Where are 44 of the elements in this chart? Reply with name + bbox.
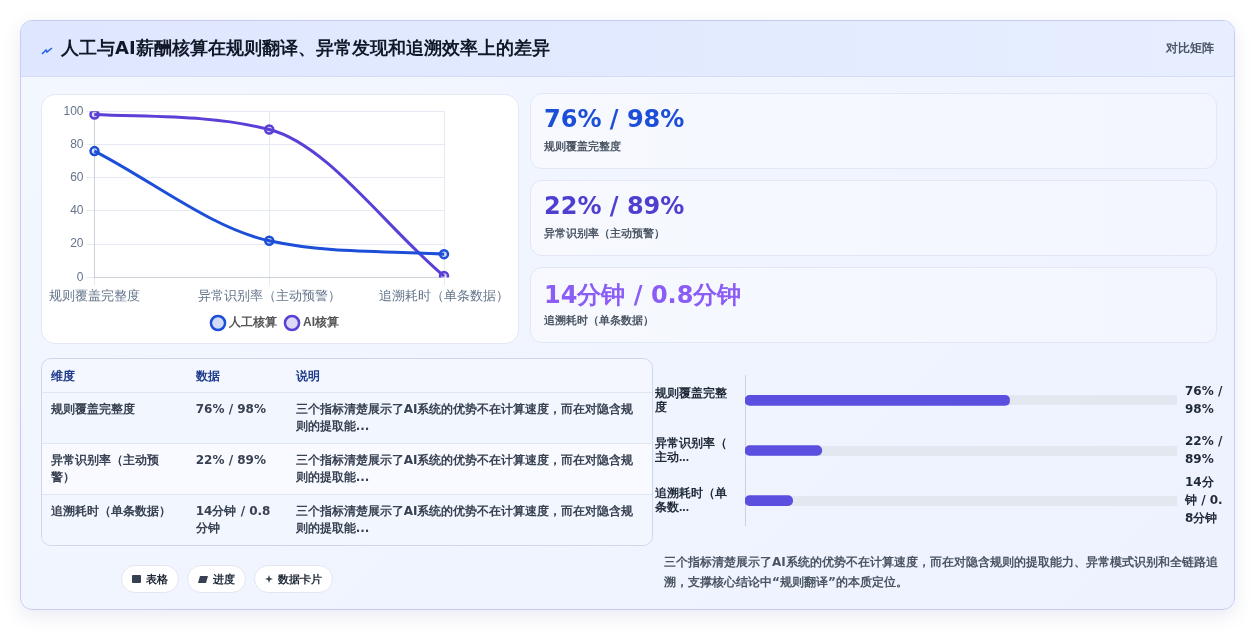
y-tick-label: 20: [70, 236, 84, 251]
y-tick-label: 追溯耗时（单条数...: [654, 485, 727, 515]
y-tick-label: 规则覆盖完整度: [654, 385, 728, 414]
text: 对比矩阵: [1166, 40, 1214, 57]
category-label: 维度: [50, 368, 76, 385]
text: 数据卡片: [278, 571, 322, 587]
text: 14分钟 / 0.8分钟: [1184, 474, 1223, 525]
category-label: 说明: [294, 368, 321, 385]
text: 14分钟 / 0.8分钟: [194, 503, 272, 537]
y-tick-label: 60: [70, 169, 84, 184]
point: [438, 248, 450, 260]
text: 规则覆盖完整度: [50, 401, 136, 418]
text: 异常识别率（主动预警）: [50, 452, 160, 486]
y-tick-label: 0: [76, 269, 84, 284]
y-tick-label: 80: [70, 136, 84, 151]
text: 追溯耗时（单条数据）: [544, 313, 654, 328]
legend-label: AI核算: [303, 315, 339, 330]
text: 追溯耗时（单条数据）: [50, 503, 172, 520]
text: 进度: [213, 571, 235, 587]
text: 表格: [146, 571, 168, 587]
legend-label: 人工核算: [228, 315, 277, 330]
category-label: 数据: [194, 368, 221, 385]
point: [264, 235, 275, 247]
y-tick-label: 异常识别率（主动...: [654, 435, 727, 465]
text: 三个指标清楚展示了AI系统的优势不在计算速度，而在对隐含规则的提取能力、异常模式识别和全链路追溯，支撑核心结论中“规则翻译”的本质定位。: [664, 554, 1219, 591]
text: 规则覆盖完整度: [544, 139, 621, 154]
x-tick-label: 追溯耗时（单条数据）: [379, 287, 509, 303]
text: 76% / 98%: [194, 401, 267, 418]
y-tick-label: 100: [63, 103, 84, 118]
text: 三个指标清楚展示了AI系统的优势不在计算速度，而在对隐含规则的提取能...: [294, 452, 635, 486]
text: 22% / 89%: [544, 192, 685, 220]
y-tick-label: 40: [70, 203, 84, 218]
text: 异常识别率（主动预警）: [544, 226, 665, 241]
x-tick-label: 异常识别率（主动预警）: [197, 287, 341, 303]
text: 人工与AI薪酬核算在规则翻译、异常发现和追溯效率上的差异: [61, 36, 550, 60]
text: 22% / 89%: [194, 452, 267, 469]
point: [264, 124, 275, 135]
text: 14分钟 / 0.8分钟: [544, 280, 742, 311]
text: 三个指标清楚展示了AI系统的优势不在计算速度，而在对隐含规则的提取能...: [294, 401, 635, 435]
x-tick-label: 规则覆盖完整度: [49, 287, 140, 303]
text: 22% / 89%: [1185, 433, 1223, 466]
text: 76% / 98%: [1185, 383, 1223, 416]
text: 三个指标清楚展示了AI系统的优势不在计算速度，而在对隐含规则的提取能...: [294, 503, 635, 537]
text: 76% / 98%: [544, 105, 685, 133]
